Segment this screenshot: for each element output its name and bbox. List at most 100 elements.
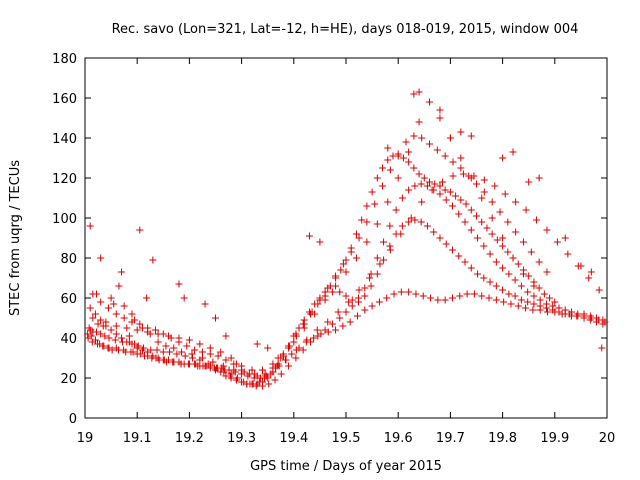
data-point [324, 318, 332, 326]
data-point [107, 326, 115, 334]
y-tick-label: 60 [60, 292, 77, 307]
data-point [446, 188, 454, 196]
data-point [348, 296, 356, 304]
data-point [100, 342, 108, 350]
data-point [386, 246, 394, 254]
data-point [564, 250, 572, 258]
data-point [478, 218, 486, 226]
data-point [511, 292, 519, 300]
data-point [110, 300, 118, 308]
y-tick-label: 140 [52, 132, 77, 147]
data-point [178, 348, 186, 356]
data-point [89, 314, 97, 322]
data-point [452, 192, 460, 200]
data-point [485, 294, 493, 302]
data-point [486, 250, 494, 258]
data-point [175, 280, 183, 288]
data-point [154, 330, 162, 338]
data-point [411, 182, 419, 190]
data-point [238, 378, 246, 386]
data-point [386, 222, 394, 230]
data-point [512, 198, 520, 206]
data-point [202, 362, 210, 370]
data-point [123, 324, 131, 332]
data-point [474, 270, 482, 278]
data-point [346, 318, 354, 326]
data-point [436, 234, 444, 242]
data-point [553, 238, 561, 246]
data-point [533, 216, 541, 224]
data-point [194, 362, 202, 370]
data-point [198, 348, 206, 356]
data-point [558, 310, 566, 318]
y-tick-label: 160 [52, 92, 77, 107]
data-point [530, 300, 538, 308]
data-point [118, 334, 126, 342]
data-point [449, 158, 457, 166]
data-point [585, 274, 593, 282]
data-point [423, 182, 431, 190]
data-point [499, 242, 507, 250]
data-point [461, 218, 469, 226]
data-point [535, 284, 543, 292]
x-tick-label: 19.5 [332, 431, 361, 446]
data-point [159, 348, 167, 356]
data-point [321, 288, 329, 296]
data-point [365, 274, 373, 282]
data-point [292, 332, 300, 340]
data-point [480, 176, 488, 184]
data-point [198, 354, 206, 362]
data-point [136, 226, 144, 234]
data-point [509, 254, 517, 262]
data-point [380, 256, 388, 264]
data-point [379, 164, 387, 172]
data-point [347, 248, 355, 256]
data-point [111, 336, 119, 344]
data-point [108, 346, 116, 354]
y-axis-ticks: 0 20 40 60 80 100 120 140 160 180 [52, 52, 607, 427]
data-point [324, 284, 332, 292]
data-point [248, 366, 256, 374]
data-point [261, 372, 269, 380]
data-point [94, 320, 102, 328]
data-point [288, 350, 296, 358]
data-point [535, 258, 543, 266]
data-point [227, 354, 235, 362]
x-tick-label: 19.1 [123, 431, 152, 446]
data-point [561, 306, 569, 314]
data-point [112, 322, 120, 330]
data-point [540, 290, 548, 298]
data-point [97, 316, 105, 324]
data-point [112, 330, 120, 338]
data-point [170, 344, 178, 352]
data-point [480, 188, 488, 196]
data-point [332, 272, 340, 280]
data-point [555, 304, 563, 312]
data-point [446, 134, 454, 142]
data-point [251, 370, 259, 378]
data-point [398, 194, 406, 202]
data-point [217, 348, 225, 356]
data-point [467, 226, 475, 234]
data-point [285, 362, 293, 370]
x-tick-label: 19.8 [488, 431, 517, 446]
data-point [232, 376, 240, 384]
data-point [104, 344, 112, 352]
data-point [118, 268, 126, 276]
data-point [463, 290, 471, 298]
data-point [384, 156, 392, 164]
data-point [415, 170, 423, 178]
data-point [473, 180, 480, 188]
data-point [488, 198, 496, 206]
data-point [151, 326, 159, 334]
y-tick-label: 80 [60, 252, 77, 267]
data-point [522, 304, 530, 312]
data-point [279, 350, 287, 358]
data-point [300, 324, 308, 332]
data-point [120, 314, 128, 322]
data-point [244, 372, 252, 380]
data-point [546, 294, 554, 302]
data-point [152, 354, 160, 362]
data-point [310, 334, 318, 342]
